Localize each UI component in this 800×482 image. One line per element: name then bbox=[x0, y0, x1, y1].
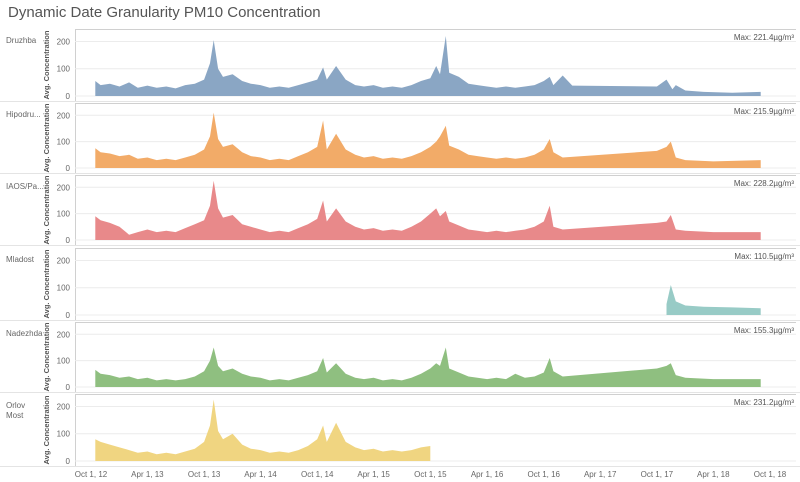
area-iaos-pa bbox=[95, 180, 761, 240]
area-druzhba bbox=[95, 36, 761, 96]
x-tick-label: Oct 1, 18 bbox=[754, 470, 787, 479]
x-tick-label: Oct 1, 13 bbox=[188, 470, 221, 479]
row-label: Orlov Most bbox=[6, 401, 25, 420]
x-tick-label: Oct 1, 16 bbox=[528, 470, 561, 479]
y-tick-label: 100 bbox=[57, 357, 71, 366]
row-label: Nadezhda bbox=[6, 329, 43, 338]
y-tick-label: 100 bbox=[57, 430, 71, 439]
max-label: Max: 110.5µg/m³ bbox=[734, 252, 794, 261]
y-axis-label: Avg. Concentration bbox=[42, 175, 51, 244]
y-tick-label: 0 bbox=[66, 311, 71, 320]
row-label: Druzhba bbox=[6, 36, 37, 45]
y-tick-label: 200 bbox=[57, 402, 71, 411]
y-tick-label: 200 bbox=[57, 256, 71, 265]
x-tick-label: Apr 1, 16 bbox=[471, 470, 504, 479]
max-label: Max: 155.3µg/m³ bbox=[734, 326, 795, 335]
row-label: Mladost bbox=[6, 255, 35, 264]
y-tick-label: 0 bbox=[66, 457, 71, 466]
x-tick-label: Oct 1, 15 bbox=[414, 470, 447, 479]
row-label-line: Most bbox=[6, 411, 24, 420]
x-tick-label: Oct 1, 12 bbox=[75, 470, 108, 479]
x-tick-label: Oct 1, 14 bbox=[301, 470, 334, 479]
chart-title: Dynamic Date Granularity PM10 Concentrat… bbox=[8, 4, 321, 21]
area-hipodru bbox=[95, 112, 761, 168]
row-label: IAOS/Pa... bbox=[6, 182, 44, 191]
y-axis-label: Avg. Concentration bbox=[42, 30, 51, 99]
y-tick-label: 100 bbox=[57, 210, 71, 219]
y-tick-label: 200 bbox=[57, 330, 71, 339]
y-axis-label: Avg. Concentration bbox=[42, 103, 51, 172]
max-label: Max: 221.4µg/m³ bbox=[734, 33, 795, 42]
row-label: Hipodru... bbox=[6, 110, 41, 119]
y-axis-label: Avg. Concentration bbox=[42, 322, 51, 391]
y-tick-label: 0 bbox=[66, 236, 71, 245]
y-tick-label: 100 bbox=[57, 138, 71, 147]
y-tick-label: 0 bbox=[66, 164, 71, 173]
x-tick-label: Apr 1, 15 bbox=[357, 470, 390, 479]
y-tick-label: 100 bbox=[57, 284, 71, 293]
x-tick-label: Oct 1, 17 bbox=[641, 470, 674, 479]
area-mladost bbox=[666, 285, 761, 315]
max-label: Max: 228.2µg/m³ bbox=[734, 179, 795, 188]
x-tick-label: Apr 1, 14 bbox=[244, 470, 277, 479]
x-tick-label: Apr 1, 17 bbox=[584, 470, 617, 479]
x-tick-label: Apr 1, 13 bbox=[131, 470, 164, 479]
x-tick-label: Apr 1, 18 bbox=[697, 470, 730, 479]
y-tick-label: 200 bbox=[57, 183, 71, 192]
y-tick-label: 100 bbox=[57, 65, 71, 74]
y-tick-label: 200 bbox=[57, 37, 71, 46]
y-axis-label: Avg. Concentration bbox=[42, 395, 51, 464]
area-orlov-most bbox=[95, 399, 431, 461]
y-tick-label: 0 bbox=[66, 92, 71, 101]
max-label: Max: 231.2µg/m³ bbox=[734, 398, 795, 407]
y-axis-label: Avg. Concentration bbox=[42, 249, 51, 318]
row-label-line: Orlov bbox=[6, 401, 25, 410]
y-tick-label: 200 bbox=[57, 111, 71, 120]
max-label: Max: 215.9µg/m³ bbox=[734, 107, 795, 116]
y-tick-label: 0 bbox=[66, 383, 71, 392]
area-nadezhda bbox=[95, 347, 761, 387]
